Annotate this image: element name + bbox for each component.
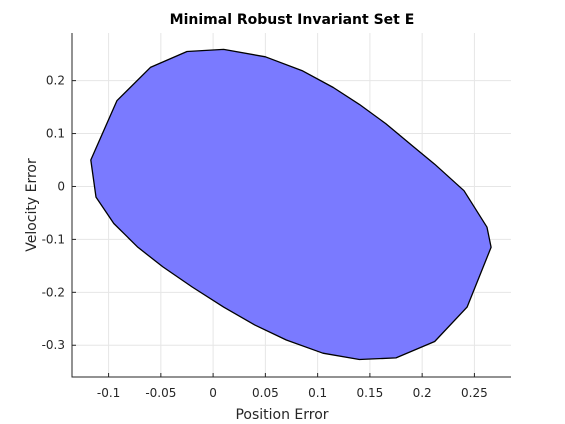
x-tick-label: 0.1 xyxy=(308,386,327,400)
y-tick-label: 0.1 xyxy=(46,127,65,141)
y-tick-label: -0.1 xyxy=(42,232,65,246)
y-tick-label: 0 xyxy=(57,179,65,193)
y-tick-label: -0.3 xyxy=(42,338,65,352)
chart-title: Minimal Robust Invariant Set E xyxy=(170,12,415,28)
x-tick-label: 0.25 xyxy=(461,386,488,400)
invariant-set-polygon xyxy=(90,48,492,361)
y-tick-label: 0.2 xyxy=(46,74,65,88)
x-axis-label: Position Error xyxy=(235,407,328,423)
y-tick-label: -0.2 xyxy=(42,285,65,299)
y-axis-label: Velocity Error xyxy=(24,158,40,252)
x-tick-label: 0.05 xyxy=(252,386,279,400)
axis-lines xyxy=(71,33,511,378)
x-tick-label: -0.05 xyxy=(145,386,176,400)
axes: -0.1 -0.05 0 0.05 0.1 0.15 0.2 0.25 0.2 0.1 0 -0.1 -… xyxy=(42,33,511,400)
x-tick-label: -0.1 xyxy=(97,386,120,400)
x-tick-label: 0 xyxy=(209,386,217,400)
x-tick-label: 0.15 xyxy=(357,386,384,400)
x-tick-label: 0.2 xyxy=(413,386,432,400)
